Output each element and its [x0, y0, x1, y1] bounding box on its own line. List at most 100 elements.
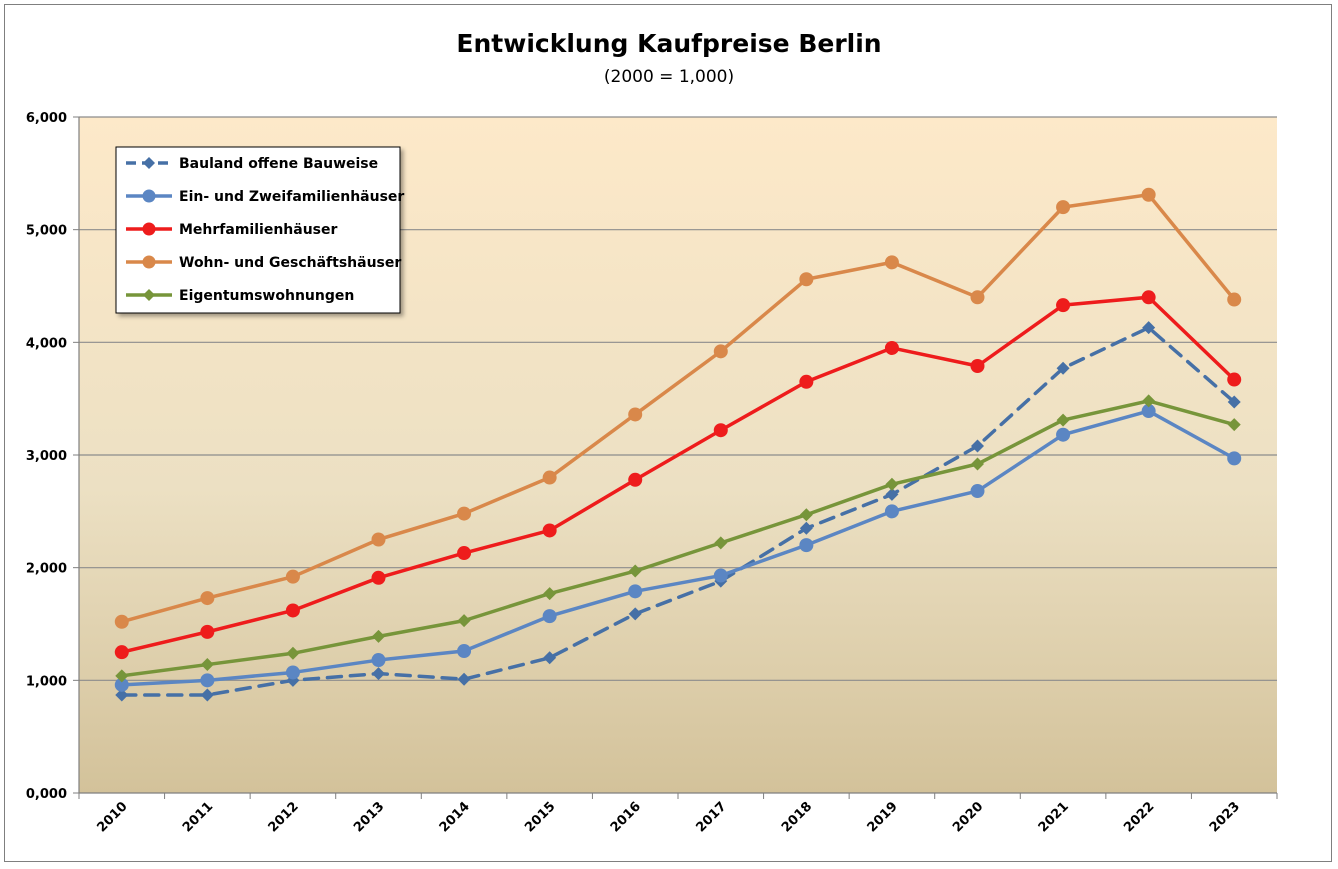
- legend-item-mehrfamilienhaeuser: Mehrfamilienhäuser: [126, 222, 337, 238]
- y-tick-label: 2,000: [26, 562, 67, 577]
- data-point-marker: [200, 673, 215, 688]
- series-line-wohn-und-geschaeftshaeuser: [120, 192, 1236, 624]
- series-mehrfamilienhaeuser: [114, 290, 1242, 660]
- data-point-marker: [628, 584, 643, 599]
- series-ein-und-zweifamilienhaeuser: [114, 404, 1242, 692]
- data-point-marker: [371, 570, 386, 585]
- x-tick-label: 2010: [94, 799, 130, 835]
- data-point-marker: [457, 672, 471, 686]
- data-point-marker: [371, 653, 386, 668]
- x-tick-label: 2017: [693, 799, 729, 835]
- data-point-marker: [1142, 394, 1156, 408]
- data-point-marker: [542, 470, 557, 485]
- y-tick-label: 6,000: [26, 111, 67, 126]
- legend-swatch-marker: [143, 157, 155, 169]
- x-tick-label: 2021: [1036, 799, 1072, 835]
- data-point-marker: [628, 472, 643, 487]
- legend-label: Ein- und Zweifamilienhäuser: [179, 189, 404, 205]
- data-point-marker: [799, 272, 814, 287]
- x-tick-label: 2019: [865, 799, 901, 835]
- x-tick-label: 2013: [351, 799, 387, 835]
- data-point-marker: [543, 651, 557, 665]
- x-tick-label: 2011: [180, 799, 216, 835]
- data-point-marker: [372, 629, 385, 643]
- data-point-marker: [285, 603, 300, 618]
- data-point-marker: [457, 546, 472, 561]
- data-point-marker: [1141, 290, 1156, 305]
- data-point-marker: [799, 521, 813, 535]
- data-point-marker: [1056, 361, 1070, 375]
- x-axis: 2010 2011 2012 2013 2014 2015 2016 2017 2018 2019…: [78, 792, 1278, 835]
- series-wohn-und-geschaeftshaeuser: [114, 187, 1242, 629]
- data-point-marker: [200, 591, 215, 606]
- data-point-marker: [884, 340, 899, 355]
- y-tick-label: 3,000: [26, 449, 67, 464]
- legend-swatch-marker: [142, 222, 156, 236]
- data-point-marker: [970, 290, 985, 305]
- x-tick-label: 2018: [779, 799, 815, 835]
- data-point-marker: [885, 487, 899, 501]
- data-point-marker: [115, 688, 129, 702]
- data-point-marker: [372, 667, 385, 681]
- legend-swatch-marker: [142, 255, 156, 269]
- data-point-marker: [628, 407, 643, 422]
- data-point-marker: [542, 523, 557, 538]
- x-tick-label: 2020: [950, 799, 986, 835]
- data-point-marker: [285, 665, 300, 680]
- data-point-marker: [457, 506, 472, 521]
- data-point-marker: [799, 374, 814, 389]
- legend-item-ein-und-zweifamilienhaeuser: Ein- und Zweifamilienhäuser: [126, 189, 404, 205]
- data-point-marker: [114, 614, 129, 629]
- data-point-marker: [1056, 298, 1071, 313]
- data-point-marker: [1227, 292, 1242, 307]
- data-point-marker: [200, 688, 214, 702]
- data-point-marker: [713, 344, 728, 359]
- data-point-marker: [1227, 372, 1242, 387]
- legend-item-bauland-offene-bauweise: Bauland offene Bauweise: [126, 156, 378, 172]
- data-point-marker: [1142, 321, 1156, 335]
- x-tick-label: 2012: [266, 799, 302, 835]
- data-point-marker: [1056, 413, 1070, 427]
- data-point-marker: [1227, 395, 1241, 409]
- data-point-marker: [971, 457, 984, 471]
- y-tick-label: 4,000: [26, 336, 67, 351]
- data-point-marker: [200, 624, 215, 639]
- data-point-marker: [114, 677, 129, 692]
- data-point-marker: [285, 569, 300, 584]
- data-point-marker: [371, 532, 386, 547]
- x-tick-label: 2014: [437, 799, 473, 835]
- data-point-marker: [628, 564, 642, 578]
- data-point-marker: [628, 607, 642, 621]
- series-line-ein-und-zweifamilienhaeuser: [120, 409, 1236, 687]
- data-point-marker: [114, 645, 129, 660]
- data-point-marker: [1227, 451, 1242, 466]
- data-point-marker: [200, 658, 214, 672]
- series-line-eigentumswohnungen: [120, 399, 1236, 678]
- data-point-marker: [714, 536, 728, 550]
- data-point-marker: [713, 568, 728, 583]
- data-point-marker: [1056, 427, 1071, 442]
- legend-swatch-marker: [143, 289, 155, 301]
- y-tick-label: 0,000: [26, 787, 67, 802]
- x-tick-label: 2016: [608, 799, 644, 835]
- legend-box: [115, 146, 401, 314]
- x-tick-label: 2023: [1207, 799, 1243, 835]
- series-bauland-offene-bauweise: [115, 321, 1241, 702]
- data-point-marker: [970, 484, 985, 499]
- data-point-marker: [457, 614, 471, 628]
- x-tick-label: 2022: [1121, 799, 1157, 835]
- data-point-marker: [799, 508, 813, 522]
- data-point-marker: [884, 255, 899, 270]
- data-point-marker: [543, 587, 557, 601]
- legend-label: Bauland offene Bauweise: [179, 156, 378, 172]
- data-point-marker: [1227, 418, 1241, 432]
- x-tick-label: 2015: [522, 799, 558, 835]
- series-layer: [114, 187, 1242, 702]
- legend-label: Eigentumswohnungen: [179, 288, 354, 304]
- data-point-marker: [286, 646, 300, 660]
- data-point-marker: [970, 358, 985, 373]
- data-point-marker: [713, 423, 728, 438]
- legend-label: Wohn- und Geschäftshäuser: [179, 255, 401, 271]
- data-point-marker: [1056, 200, 1071, 215]
